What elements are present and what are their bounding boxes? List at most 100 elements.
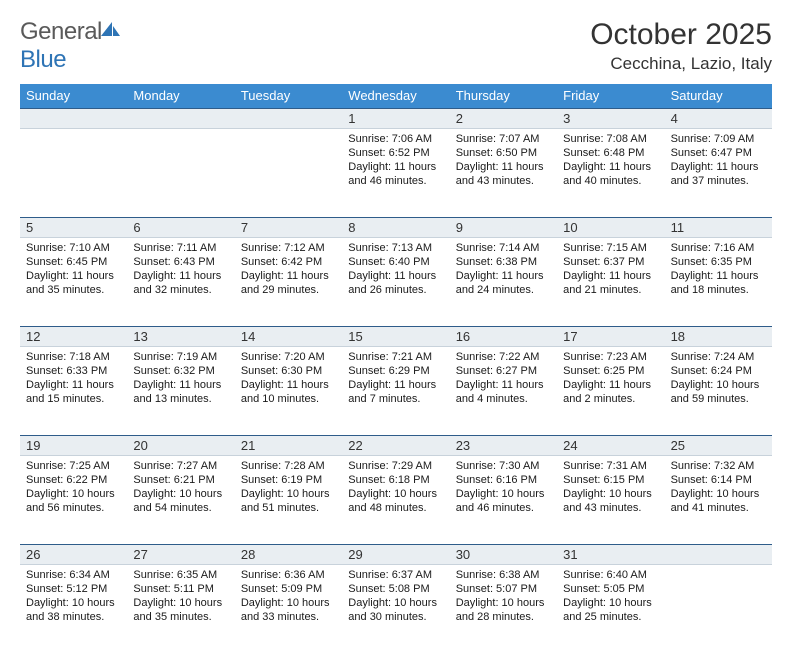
daylight-text-1: Daylight: 11 hours (348, 378, 443, 392)
week-data-row: Sunrise: 6:34 AMSunset: 5:12 PM Daylight:… (20, 565, 772, 653)
week-data-row: Sunrise: 7:18 AMSunset: 6:33 PMDaylight:… (20, 347, 772, 435)
daylight-text-1: Daylight: 11 hours (241, 269, 336, 283)
day-number: 20 (127, 436, 234, 455)
day-cell (665, 565, 772, 653)
sunrise-text: Sunrise: 7:27 AM (133, 459, 228, 473)
sunrise-text: Sunrise: 7:13 AM (348, 241, 443, 255)
logo-text: GeneralBlue (20, 18, 122, 74)
daylight-text-1: Daylight: 10 hours (671, 378, 766, 392)
daylight-text-2: and 7 minutes. (348, 392, 443, 406)
daylight-text-2: and 46 minutes. (456, 501, 551, 515)
sunset-text: Sunset: 6:43 PM (133, 255, 228, 269)
daylight-text-1: Daylight: 11 hours (671, 160, 766, 174)
daylight-text-2: and 18 minutes. (671, 283, 766, 297)
daylight-text-2: and 41 minutes. (671, 501, 766, 515)
day-cell: Sunrise: 7:10 AMSunset: 6:45 PMDaylight:… (20, 238, 127, 326)
day-cell: Sunrise: 7:11 AMSunset: 6:43 PMDaylight:… (127, 238, 234, 326)
sunset-text: Sunset: 6:32 PM (133, 364, 228, 378)
day-cell: Sunrise: 7:15 AMSunset: 6:37 PMDaylight:… (557, 238, 664, 326)
day-header-row: Sunday Monday Tuesday Wednesday Thursday… (20, 84, 772, 108)
daylight-text-1: Daylight: 11 hours (456, 378, 551, 392)
daylight-text-2: and 15 minutes. (26, 392, 121, 406)
daylight-text-1: Daylight: 10 hours (348, 487, 443, 501)
sunset-text: Sunset: 6:24 PM (671, 364, 766, 378)
day-number: 13 (127, 327, 234, 346)
day-number: 22 (342, 436, 449, 455)
sunrise-text: Sunrise: 7:15 AM (563, 241, 658, 255)
day-number: 8 (342, 218, 449, 237)
sunset-text: Sunset: 6:33 PM (26, 364, 121, 378)
day-number: 28 (235, 545, 342, 564)
daylight-text-1: Daylight: 10 hours (456, 487, 551, 501)
sunrise-text: Sunrise: 7:08 AM (563, 132, 658, 146)
daylight-text-2: and 43 minutes. (456, 174, 551, 188)
day-number: 27 (127, 545, 234, 564)
daylight-text-1: Daylight: 11 hours (133, 378, 228, 392)
daylight-text-2: and 56 minutes. (26, 501, 121, 515)
daylight-text-1: Daylight: 11 hours (456, 160, 551, 174)
sunset-text: Sunset: 6:47 PM (671, 146, 766, 160)
week-daynum-row: 1234 (20, 108, 772, 129)
sunset-text: Sunset: 6:52 PM (348, 146, 443, 160)
day-cell: Sunrise: 7:21 AMSunset: 6:29 PMDaylight:… (342, 347, 449, 435)
day-cell: Sunrise: 7:31 AMSunset: 6:15 PMDaylight:… (557, 456, 664, 544)
week-daynum-row: 262728293031 (20, 544, 772, 565)
daylight-text-1: Daylight: 10 hours (348, 596, 443, 610)
day-number (665, 545, 772, 564)
daylight-text-1: Daylight: 10 hours (456, 596, 551, 610)
day-header-tue: Tuesday (235, 84, 342, 108)
daylight-text-2: and 40 minutes. (563, 174, 658, 188)
sunrise-text: Sunrise: 6:40 AM (563, 568, 658, 582)
day-number: 23 (450, 436, 557, 455)
day-cell: Sunrise: 7:09 AMSunset: 6:47 PMDaylight:… (665, 129, 772, 217)
daylight-text-2: and 32 minutes. (133, 283, 228, 297)
daylight-text-2: and 35 minutes. (133, 610, 228, 624)
header: GeneralBlue October 2025 Cecchina, Lazio… (20, 18, 772, 74)
sunset-text: Sunset: 5:09 PM (241, 582, 336, 596)
sunset-text: Sunset: 6:18 PM (348, 473, 443, 487)
daylight-text-2: and 13 minutes. (133, 392, 228, 406)
daylight-text-1: Daylight: 10 hours (241, 487, 336, 501)
sunrise-text: Sunrise: 6:34 AM (26, 568, 121, 582)
day-header-fri: Friday (557, 84, 664, 108)
daylight-text-1: Daylight: 11 hours (563, 160, 658, 174)
sunrise-text: Sunrise: 6:35 AM (133, 568, 228, 582)
daylight-text-2: and 37 minutes. (671, 174, 766, 188)
week-data-row: Sunrise: 7:10 AMSunset: 6:45 PMDaylight:… (20, 238, 772, 326)
sunset-text: Sunset: 6:27 PM (456, 364, 551, 378)
daylight-text-1: Daylight: 11 hours (456, 269, 551, 283)
page: GeneralBlue October 2025 Cecchina, Lazio… (0, 0, 792, 653)
sunset-text: Sunset: 5:12 PM (26, 582, 121, 596)
day-cell: Sunrise: 7:16 AMSunset: 6:35 PMDaylight:… (665, 238, 772, 326)
daylight-text-2: and 4 minutes. (456, 392, 551, 406)
day-number: 25 (665, 436, 772, 455)
sunrise-text: Sunrise: 7:28 AM (241, 459, 336, 473)
daylight-text-2: and 51 minutes. (241, 501, 336, 515)
day-number: 11 (665, 218, 772, 237)
sunset-text: Sunset: 6:42 PM (241, 255, 336, 269)
day-number: 26 (20, 545, 127, 564)
daylight-text-1: Daylight: 10 hours (26, 487, 121, 501)
day-number: 6 (127, 218, 234, 237)
daylight-text-1: Daylight: 11 hours (563, 269, 658, 283)
daylight-text-1: Daylight: 10 hours (563, 487, 658, 501)
day-number: 5 (20, 218, 127, 237)
day-number: 14 (235, 327, 342, 346)
day-number: 24 (557, 436, 664, 455)
day-number: 10 (557, 218, 664, 237)
day-cell: Sunrise: 6:35 AMSunset: 5:11 PMDaylight:… (127, 565, 234, 653)
day-number: 21 (235, 436, 342, 455)
sunrise-text: Sunrise: 6:38 AM (456, 568, 551, 582)
title-block: October 2025 Cecchina, Lazio, Italy (590, 18, 772, 74)
sunrise-text: Sunrise: 7:11 AM (133, 241, 228, 255)
daylight-text-2: and 29 minutes. (241, 283, 336, 297)
day-cell: Sunrise: 7:25 AMSunset: 6:22 PMDaylight:… (20, 456, 127, 544)
daylight-text-2: and 26 minutes. (348, 283, 443, 297)
sunset-text: Sunset: 6:48 PM (563, 146, 658, 160)
sunrise-text: Sunrise: 7:23 AM (563, 350, 658, 364)
sunrise-text: Sunrise: 6:37 AM (348, 568, 443, 582)
sunrise-text: Sunrise: 7:30 AM (456, 459, 551, 473)
daylight-text-2: and 28 minutes. (456, 610, 551, 624)
day-number (20, 109, 127, 128)
sunrise-text: Sunrise: 7:10 AM (26, 241, 121, 255)
